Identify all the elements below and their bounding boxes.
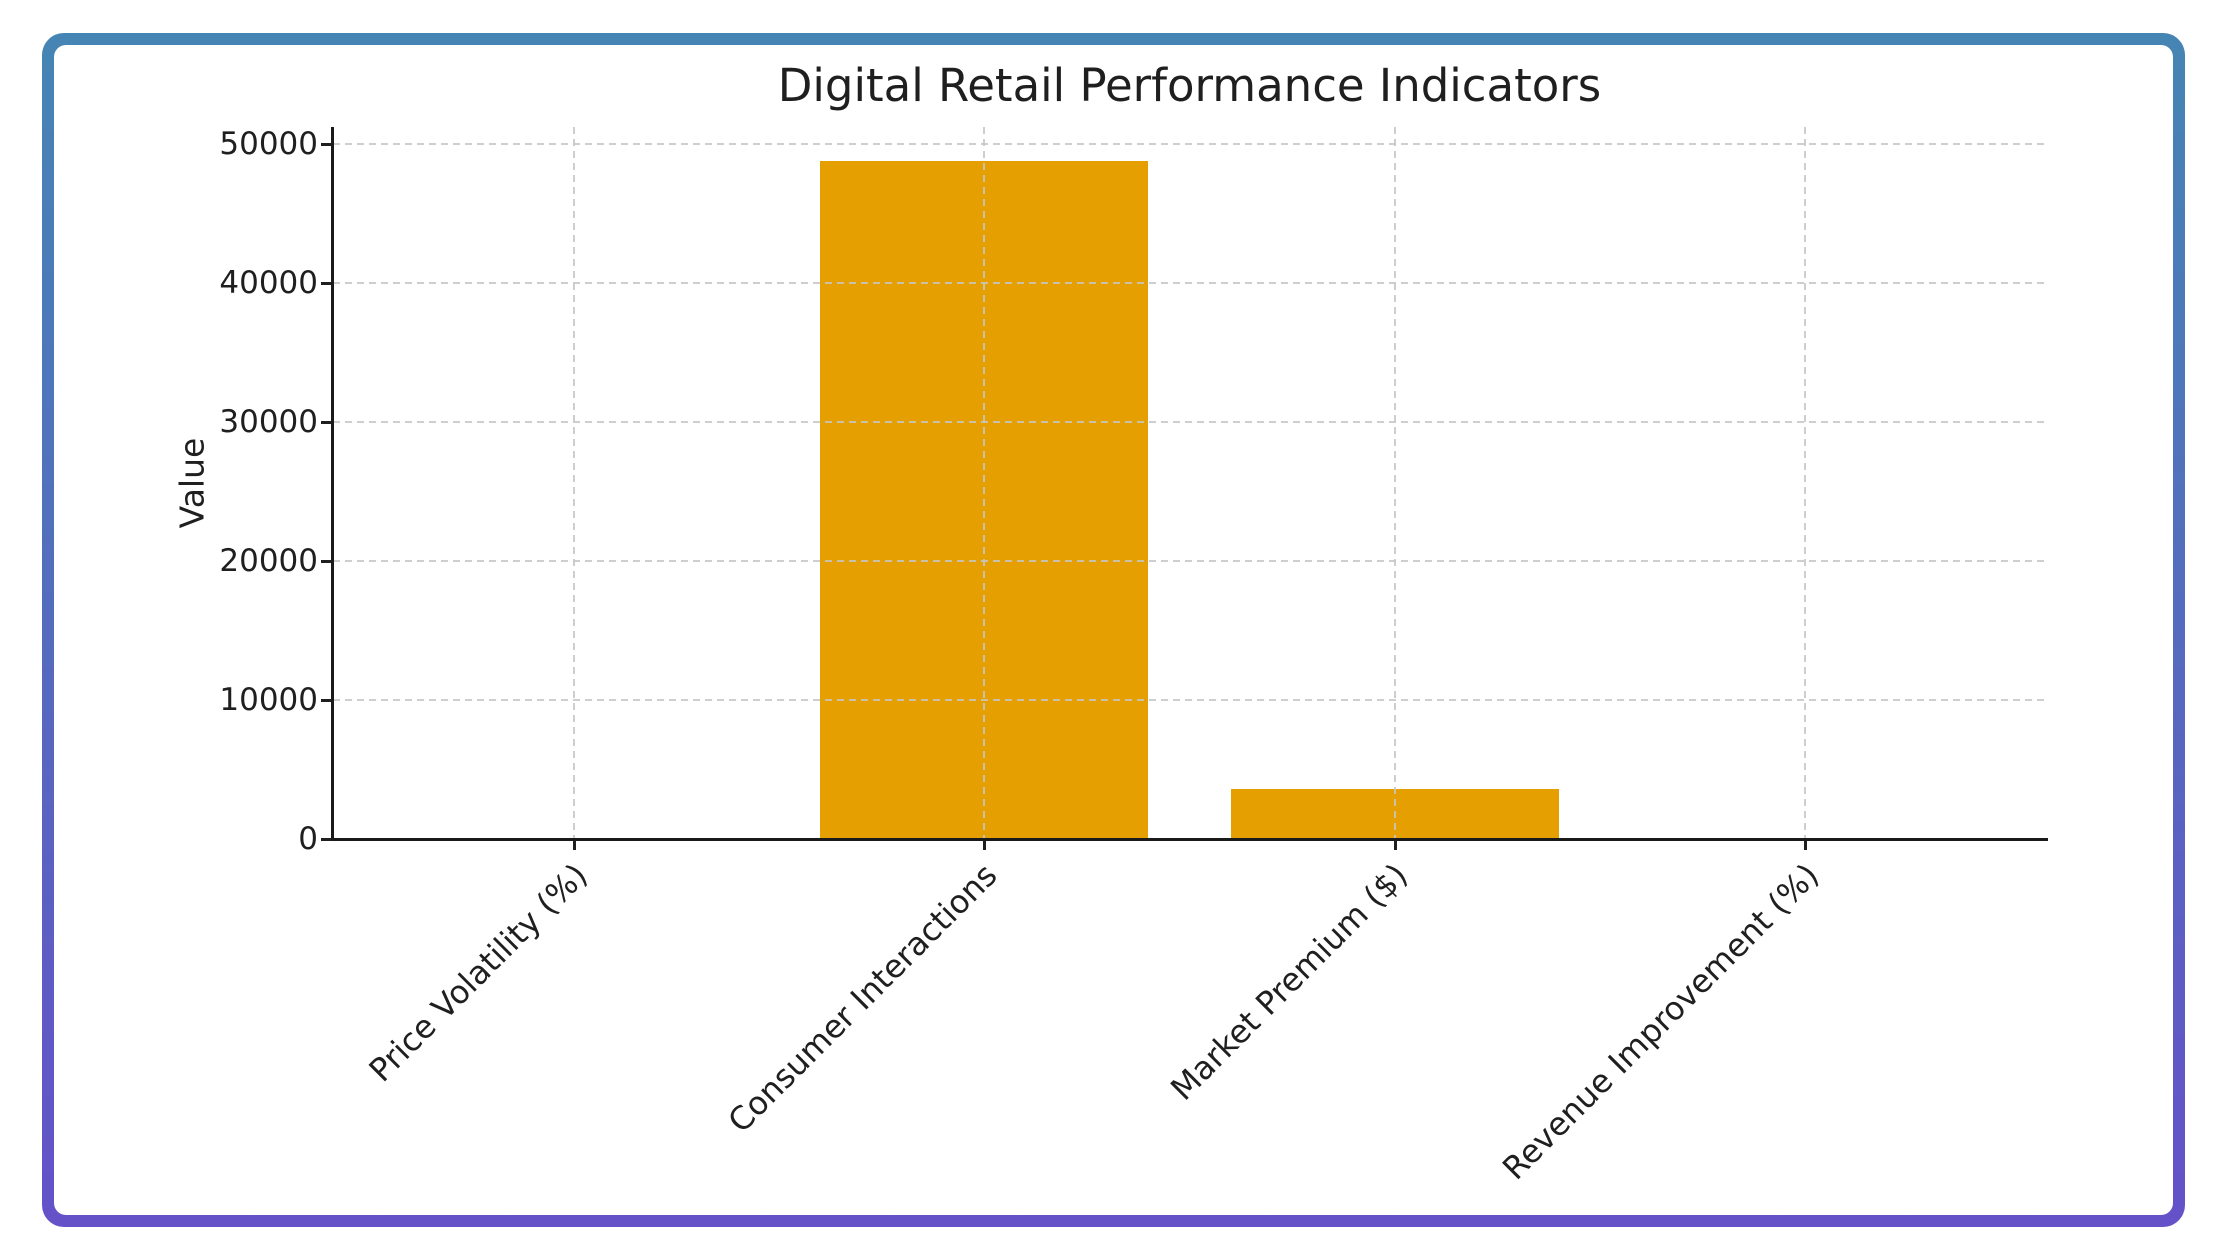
y-gridline (333, 699, 2046, 701)
x-gridline (1804, 127, 1806, 839)
y-tick-mark (321, 282, 333, 285)
chart-title: Digital Retail Performance Indicators (777, 59, 1602, 112)
y-axis-spine (331, 127, 334, 841)
x-gridline (1393, 127, 1396, 839)
x-gridline (983, 127, 985, 839)
x-axis-spine (331, 838, 2048, 841)
y-tick-label: 10000 (219, 682, 318, 718)
y-gridline (333, 143, 2046, 145)
y-tick-label: 20000 (219, 543, 318, 579)
x-gridline (572, 127, 575, 839)
x-tick-mark (1393, 840, 1397, 850)
y-axis-label: Value (172, 437, 212, 529)
y-gridline (333, 421, 2046, 423)
y-gridline (333, 560, 2046, 562)
y-tick-mark (321, 838, 333, 841)
y-tick-mark (321, 560, 333, 563)
x-tick-mark (1804, 840, 1807, 850)
x-tick-mark (983, 840, 986, 850)
y-tick-label: 50000 (219, 126, 318, 162)
y-tick-mark (321, 143, 333, 146)
y-tick-label: 40000 (219, 265, 318, 301)
y-tick-label: 0 (298, 821, 318, 857)
y-tick-mark (321, 699, 333, 702)
y-gridline (333, 282, 2046, 284)
x-tick-mark (572, 840, 576, 850)
y-tick-label: 30000 (219, 404, 318, 440)
y-tick-mark (321, 421, 333, 424)
